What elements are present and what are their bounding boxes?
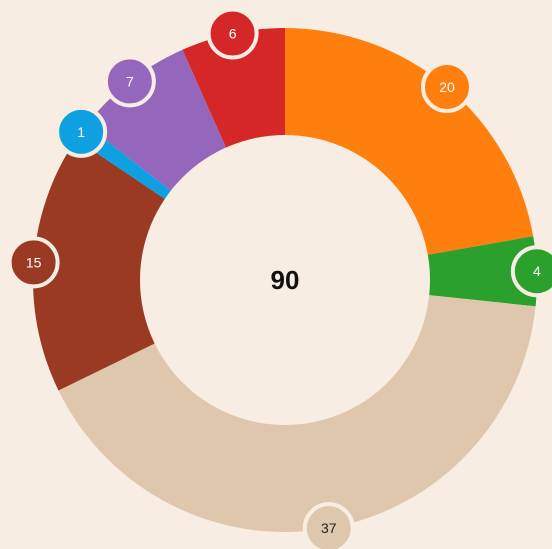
label-badge [206, 7, 259, 60]
value-label: 37 [321, 520, 337, 536]
value-label: 20 [439, 79, 455, 95]
value-label: 1 [77, 124, 85, 140]
value-label: 15 [26, 254, 42, 270]
label-badge [420, 60, 473, 113]
center-total: 90 [271, 265, 300, 295]
label-badge [55, 105, 108, 158]
donut-hole [140, 135, 430, 425]
labels: 20 4 37 15 1 7 6 [7, 7, 552, 549]
label-badge [510, 245, 552, 298]
value-label: 7 [126, 73, 134, 89]
label-badge [302, 502, 355, 549]
label-badge [103, 55, 156, 108]
value-label: 6 [229, 26, 237, 42]
value-label: 4 [533, 263, 541, 279]
label-badge [7, 236, 60, 289]
